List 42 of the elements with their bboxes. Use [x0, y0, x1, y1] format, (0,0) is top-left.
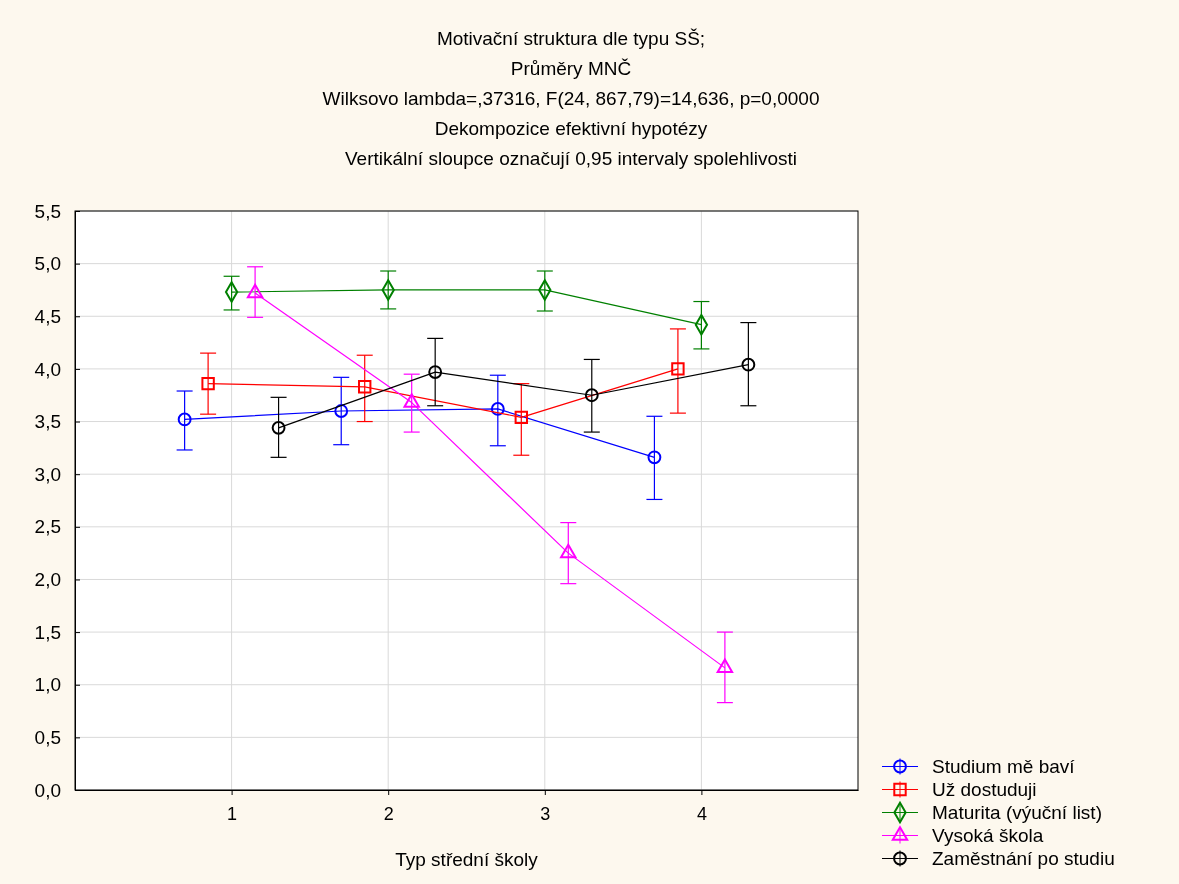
y-tick-label: 2,0	[34, 569, 61, 591]
y-tick-label: 5,5	[34, 200, 61, 222]
point	[201, 376, 215, 391]
legend-label: Studium mě baví	[932, 755, 1076, 777]
legend-label: Zaměstnání po studiu	[932, 847, 1115, 869]
y-tick-label: 5,0	[34, 253, 61, 275]
y-tick-label: 1,0	[34, 674, 61, 696]
legend-label: Maturita (výuční list)	[932, 801, 1102, 823]
point	[177, 412, 192, 427]
y-tick-label: 0,0	[34, 779, 61, 801]
point	[647, 450, 662, 465]
legend-label: Už dostuduji	[932, 778, 1037, 800]
x-tick-label: 4	[696, 803, 707, 824]
point	[403, 393, 420, 408]
chart-subtitle: Průměry MNČ	[510, 58, 632, 79]
point	[490, 402, 505, 416]
x-tick-label: 3	[540, 803, 551, 824]
y-tick-label: 4,5	[34, 305, 61, 327]
point	[716, 658, 734, 674]
text: Wilksovo lambda=,37316, F(24, 867,79)=14,636, p=0,0000	[322, 88, 820, 109]
point	[560, 543, 577, 559]
y-tick-label: 3,5	[34, 411, 61, 433]
point	[741, 357, 756, 372]
point	[514, 410, 529, 425]
x-tick-label: 1	[227, 803, 238, 824]
point	[271, 420, 286, 435]
y-tick-label: 2,5	[34, 516, 61, 538]
y-tick-label: 3,0	[34, 463, 61, 485]
y-tick-label: 1,5	[34, 621, 61, 643]
chart-title: Motivační struktura dle typu SŠ;	[436, 28, 706, 49]
legend-label: Vysoká škola	[932, 824, 1044, 846]
y-tick-label: 0,5	[34, 726, 61, 748]
x-axis-title: Typ střední školy	[395, 849, 539, 870]
point	[334, 404, 349, 418]
point	[428, 365, 443, 379]
text: Dekompozice efektivní hypotézy	[434, 118, 708, 139]
text: Vertikální sloupce označují 0,95 intervaly spolehlivosti	[344, 148, 798, 169]
point	[584, 388, 599, 403]
point	[358, 380, 372, 394]
y-tick-label: 4,0	[34, 358, 61, 380]
x-tick-label: 2	[383, 803, 394, 824]
point	[671, 362, 685, 376]
